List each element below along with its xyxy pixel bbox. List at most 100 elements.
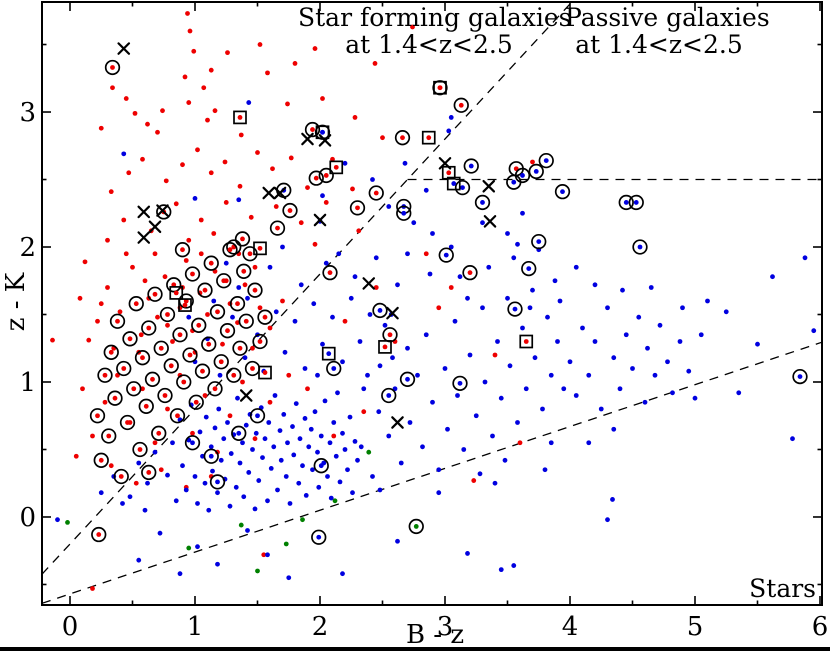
data-point — [630, 366, 635, 371]
data-point — [261, 552, 267, 558]
data-point — [400, 135, 405, 141]
data-point — [458, 102, 464, 108]
circle-marker — [163, 358, 179, 374]
data-point — [192, 474, 198, 479]
data-point — [267, 264, 273, 270]
data-point — [245, 295, 250, 301]
tick-label: 6 — [812, 612, 829, 642]
circle-marker — [521, 260, 537, 277]
data-point — [297, 436, 303, 442]
data-point — [180, 463, 185, 469]
data-point — [237, 460, 243, 466]
data-point — [182, 302, 188, 308]
green-galaxies-series — [65, 449, 372, 574]
data-point — [225, 328, 230, 334]
data-point — [252, 287, 258, 293]
data-point — [465, 551, 470, 556]
data-point — [567, 359, 573, 365]
data-point — [216, 406, 222, 412]
data-point — [225, 420, 230, 425]
data-point — [212, 425, 218, 431]
data-point — [146, 470, 152, 475]
data-point — [611, 355, 617, 361]
data-point — [267, 325, 273, 331]
circle-marker — [97, 367, 113, 383]
data-point — [467, 270, 473, 276]
data-point — [98, 490, 104, 496]
data-point — [320, 129, 325, 135]
data-point — [102, 372, 108, 378]
data-point — [382, 322, 388, 328]
data-point — [145, 121, 150, 127]
data-point — [548, 440, 554, 446]
data-point — [357, 339, 363, 344]
data-point — [333, 164, 339, 170]
data-point — [136, 460, 142, 466]
data-point — [82, 259, 88, 265]
circle-marker — [101, 428, 117, 444]
data-point — [542, 467, 548, 473]
data-point — [373, 255, 379, 261]
data-point — [645, 345, 650, 351]
data-point — [530, 159, 535, 165]
data-point — [342, 318, 348, 324]
data-point — [117, 309, 123, 315]
square-marker — [378, 340, 392, 354]
data-point — [592, 339, 598, 344]
data-point — [311, 301, 317, 307]
data-point — [736, 390, 742, 396]
data-point — [316, 534, 322, 540]
data-point — [287, 501, 293, 506]
data-point — [300, 517, 305, 523]
data-point — [115, 318, 120, 324]
data-point — [250, 345, 255, 351]
data-point — [366, 449, 372, 455]
data-point — [170, 440, 175, 446]
circle-marker — [197, 282, 213, 298]
data-point — [330, 156, 335, 162]
data-point — [208, 170, 214, 176]
tick-label: 5 — [687, 612, 704, 642]
circle-marker — [322, 265, 338, 281]
data-point — [163, 178, 169, 184]
data-point — [227, 413, 233, 419]
data-point — [292, 318, 298, 324]
data-point — [407, 420, 413, 425]
circle-marker — [394, 130, 411, 146]
data-point — [305, 185, 310, 191]
data-point — [443, 252, 449, 258]
circle-marker — [109, 313, 126, 329]
circle-marker — [166, 277, 182, 293]
circle-marker — [174, 242, 191, 258]
data-point — [95, 318, 100, 324]
data-point — [273, 309, 279, 315]
data-point — [257, 339, 263, 344]
circle-marker — [318, 167, 334, 184]
data-point — [218, 359, 224, 365]
data-point — [238, 132, 244, 138]
data-point — [252, 506, 258, 512]
data-point — [526, 266, 532, 272]
data-point — [193, 399, 199, 405]
data-point — [430, 231, 435, 236]
data-point — [705, 298, 710, 304]
circle-marker — [313, 458, 329, 474]
circle-marker — [219, 323, 236, 339]
data-point — [502, 457, 508, 463]
data-point — [811, 328, 817, 334]
data-point — [770, 274, 775, 280]
data-point — [215, 490, 220, 496]
data-point — [303, 492, 309, 498]
circle-marker — [184, 266, 201, 282]
square-marker — [321, 346, 336, 361]
tick-label: 4 — [562, 612, 579, 642]
data-point — [723, 309, 729, 315]
data-point — [198, 217, 204, 223]
data-point — [242, 355, 248, 361]
data-point — [90, 586, 95, 591]
data-point — [292, 61, 298, 66]
data-point — [586, 440, 592, 446]
data-point — [102, 399, 108, 405]
data-point — [331, 366, 337, 371]
data-point — [195, 147, 200, 153]
